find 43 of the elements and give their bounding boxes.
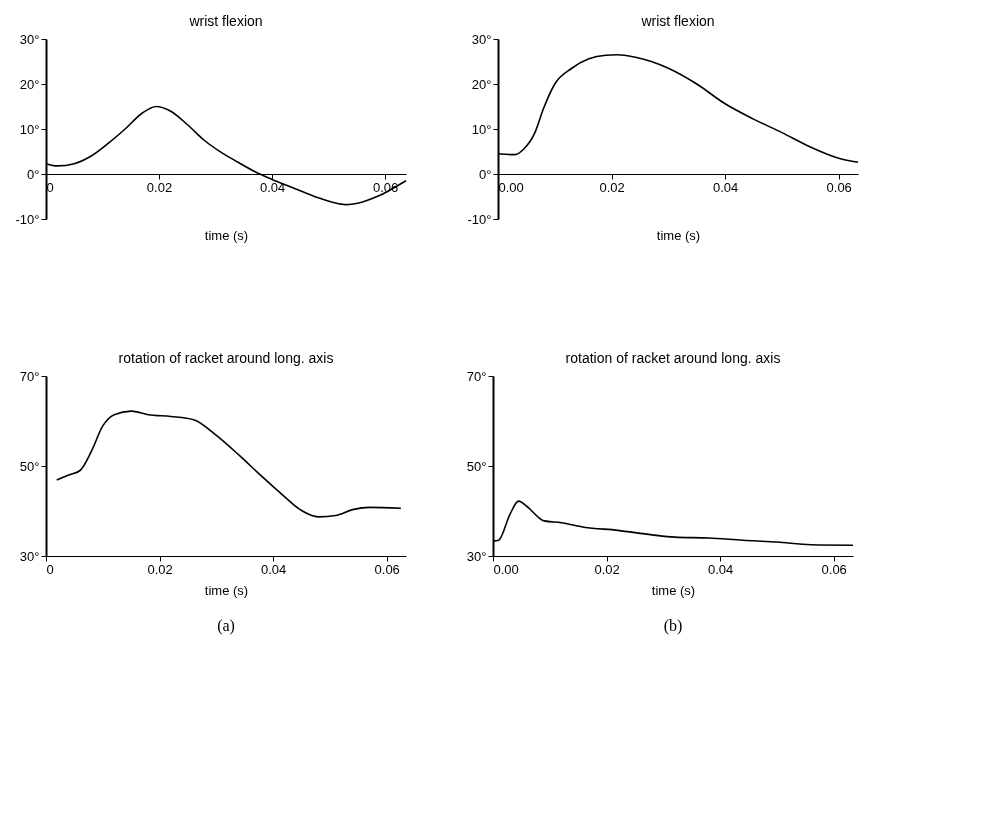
y-tick-label: 0° bbox=[479, 166, 492, 182]
x-tick-label: 0.00 bbox=[493, 561, 519, 577]
y-tick-label: 20° bbox=[19, 76, 40, 92]
x-tick-label: 0.06 bbox=[374, 561, 400, 577]
y-tick-label: 30° bbox=[471, 31, 492, 47]
y-tick-label: 10° bbox=[19, 121, 40, 137]
x-axis-title: time (s) bbox=[651, 582, 696, 598]
y-tick-label: 50° bbox=[19, 458, 40, 474]
x-tick-label: 0.02 bbox=[594, 561, 620, 577]
line-series bbox=[55, 410, 402, 518]
text: (b) bbox=[663, 617, 683, 635]
text: (a) bbox=[217, 617, 235, 635]
x-tick-label: 0.06 bbox=[372, 179, 399, 195]
x-tick-label: 0.04 bbox=[260, 561, 287, 577]
y-tick-label: 30° bbox=[466, 548, 487, 564]
x-tick-label: 0 bbox=[46, 179, 54, 195]
y-tick-label: 30° bbox=[19, 31, 40, 47]
chart-title: wrist flexion bbox=[188, 13, 263, 29]
x-tick-label: 0.04 bbox=[712, 179, 739, 195]
x-tick-label: 0.02 bbox=[147, 561, 173, 577]
y-tick-label: -10° bbox=[15, 211, 40, 227]
chart-title: rotation of racket around long. axis bbox=[118, 350, 334, 366]
chart-title: rotation of racket around long. axis bbox=[565, 350, 781, 366]
y-tick-label: 20° bbox=[471, 76, 492, 92]
x-tick-label: 0.00 bbox=[498, 179, 524, 195]
x-tick-label: 0.04 bbox=[259, 179, 286, 195]
x-axis-title: time (s) bbox=[204, 582, 249, 598]
y-tick-label: -10° bbox=[467, 211, 492, 227]
x-tick-label: 0.06 bbox=[821, 561, 847, 577]
x-tick-label: 0.02 bbox=[146, 179, 173, 195]
x-axis-title: time (s) bbox=[204, 227, 249, 243]
y-tick-label: 0° bbox=[27, 166, 40, 182]
y-tick-label: 70° bbox=[19, 368, 40, 384]
x-tick-label: 0.06 bbox=[826, 179, 852, 195]
y-tick-label: 50° bbox=[466, 458, 487, 474]
chart-title: wrist flexion bbox=[640, 13, 715, 29]
x-axis-title: time (s) bbox=[656, 227, 701, 243]
x-tick-label: 0 bbox=[46, 561, 54, 577]
y-tick-label: 10° bbox=[471, 121, 492, 137]
y-tick-label: 70° bbox=[466, 368, 487, 384]
y-tick-label: 30° bbox=[19, 548, 40, 564]
x-tick-label: 0.04 bbox=[707, 561, 734, 577]
x-tick-label: 0.02 bbox=[599, 179, 625, 195]
